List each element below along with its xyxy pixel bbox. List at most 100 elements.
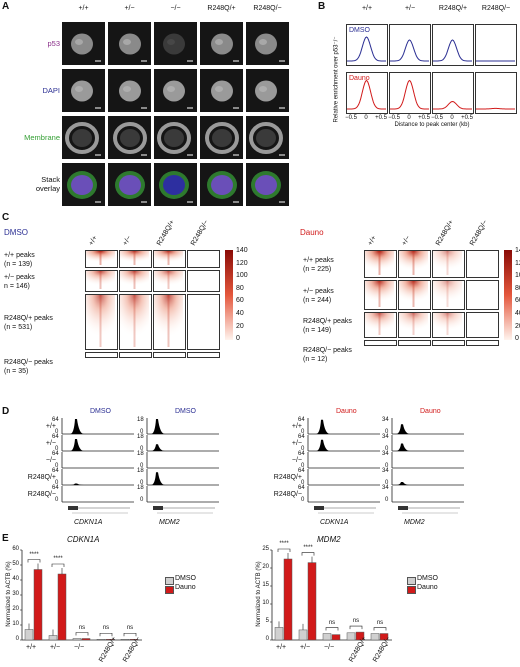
condition-label: DMSO [349, 27, 370, 34]
colorbar-tick: 80 [236, 284, 244, 292]
y-tick-label: 20 [12, 606, 19, 612]
track-scale-top: 18 [137, 485, 144, 491]
track-row-label: R248Q/− [27, 491, 56, 498]
profile-line-DMSO [347, 36, 386, 62]
micrograph [246, 22, 289, 65]
cell-image [249, 122, 285, 156]
heatmap-intensity [86, 271, 115, 289]
colorbar-tick: 120 [515, 259, 520, 267]
chip-peak [316, 439, 330, 451]
nucleolus [167, 86, 175, 92]
x-tick: 0 [450, 115, 454, 121]
heatmap-column-header: +/+ [87, 234, 99, 247]
colorbar-tick: 120 [236, 259, 248, 267]
cell-image [205, 122, 239, 156]
track-scale-bottom: 0 [55, 480, 59, 486]
category-label: +/+ [26, 644, 37, 651]
track-scale-bottom: 0 [301, 463, 305, 469]
nucleus [255, 175, 277, 195]
heatmap-signal [365, 281, 394, 307]
x-axis-label: Distance to peak center (kb) [394, 122, 470, 128]
heatmap-column-header: R248Q/− [468, 219, 489, 247]
micrograph [246, 163, 289, 206]
heatmap-intensity [433, 313, 462, 335]
chip-peak [70, 439, 84, 451]
x-tick: −0.5 [431, 115, 443, 121]
profile-line-Dauno [347, 79, 386, 110]
sig-bracket [277, 548, 291, 552]
chip-track [391, 435, 464, 452]
peak-group-label: R248Q/+ peaks (n = 149) [303, 318, 352, 334]
x-tick: −0.5 [345, 115, 357, 121]
micrograph [108, 69, 151, 112]
track-scale-top: 64 [298, 485, 305, 491]
y-tick-label: 0 [15, 636, 19, 642]
sig-bracket [373, 627, 387, 631]
track-scale-top: 34 [382, 417, 389, 423]
micrograph [108, 22, 151, 65]
peak-group-label: +/− peaks (n = 244) [303, 288, 334, 304]
chip-track [61, 469, 134, 486]
sig-bracket [325, 627, 339, 631]
gene-model [398, 506, 460, 514]
track-scale-bottom: 0 [55, 497, 59, 503]
nucleus [120, 129, 140, 147]
sig-label: ns [328, 619, 336, 626]
heatmap-signal [86, 295, 115, 347]
colorbar-tick: 60 [236, 297, 244, 305]
cell-image [159, 171, 193, 203]
cell-image [163, 33, 193, 62]
colorbar-tick: 140 [236, 247, 248, 254]
heatmap-column-header: R248Q/+ [155, 219, 176, 247]
heatmap-signal [86, 251, 115, 265]
heatmap-intensity [433, 281, 462, 307]
peak-group-label: +/− peaks n = 146) [4, 274, 35, 290]
heatmap-intensity [433, 251, 462, 275]
chip-peak [396, 482, 410, 485]
heatmap-block [466, 340, 499, 346]
micrograph [154, 163, 197, 206]
nucleus [119, 80, 141, 102]
track-scale-bottom: 0 [301, 446, 305, 452]
micrograph [246, 69, 289, 112]
track-condition: DMSO [90, 408, 111, 415]
track-row-label: +/− [45, 440, 56, 447]
membrane [249, 122, 283, 154]
track-scale-top: 64 [52, 417, 59, 423]
x-tick: +0.5 [461, 115, 473, 121]
sig-label: **** [279, 541, 289, 547]
column-header: +/+ [361, 5, 373, 12]
peak-group-label: +/+ peaks (n = 225) [303, 257, 334, 273]
legend-label: DMSO [417, 575, 438, 582]
colorbar [504, 250, 512, 340]
row-label-2: Membrane [24, 133, 60, 142]
colorbar-gradient [504, 250, 512, 340]
cell-image [255, 33, 285, 62]
bar-DMSO [24, 629, 34, 641]
category-label: −/− [324, 644, 335, 651]
heatmap-signal [399, 281, 428, 307]
chip-track [307, 435, 380, 452]
nucleus [71, 175, 93, 195]
chip-track [61, 452, 134, 469]
sig-label: ns [102, 625, 110, 632]
chip-peak [151, 419, 165, 434]
bar-chart [20, 549, 142, 641]
micrograph [62, 116, 105, 159]
heatmap-intensity [365, 251, 394, 275]
profile-plot [433, 39, 472, 62]
nucleolus [215, 39, 223, 45]
nucleus [255, 33, 277, 55]
category-label: +/+ [276, 644, 287, 651]
cell-image [157, 122, 193, 156]
y-axis-label: Normalized to ACTB (%) [256, 561, 262, 627]
track-scale-bottom: 0 [385, 429, 389, 435]
track-scale-bottom: 0 [140, 446, 144, 452]
track-scale-bottom: 0 [140, 463, 144, 469]
heatmap-intensity [399, 313, 428, 335]
condition-label: Dauno [349, 75, 370, 82]
heatmap-signal [365, 251, 394, 275]
track-scale-top: 64 [52, 451, 59, 457]
profile-line-Dauno [476, 107, 515, 110]
sig-bracket [301, 552, 315, 556]
